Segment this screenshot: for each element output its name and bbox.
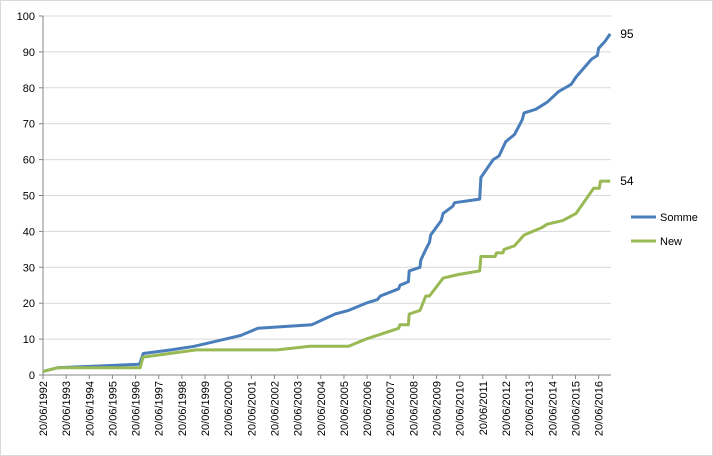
y-tick-label: 70 xyxy=(23,119,35,131)
x-tick-label: 20/06/2007 xyxy=(385,381,397,436)
legend-label-somme: Somme xyxy=(660,212,698,224)
series-end-labels: 95 54 xyxy=(620,27,634,188)
y-tick-label: 40 xyxy=(23,226,35,238)
x-tick-label: 20/06/2016 xyxy=(594,381,606,436)
x-tick-label: 20/06/2010 xyxy=(455,381,467,436)
y-tick-label: 60 xyxy=(23,155,35,167)
x-tick-label: 20/06/1996 xyxy=(131,381,143,436)
x-tick-label: 20/06/1994 xyxy=(84,381,96,436)
y-tick-label: 50 xyxy=(23,191,35,203)
x-tick-label: 20/06/2015 xyxy=(570,381,582,436)
x-tick-label: 20/06/1992 xyxy=(38,381,50,436)
x-tick-label: 20/06/1993 xyxy=(61,381,73,436)
x-tick-label: 20/06/1999 xyxy=(200,381,212,436)
x-tick-label: 20/06/2012 xyxy=(501,381,513,436)
x-tick-label: 20/06/2000 xyxy=(223,381,235,436)
x-tick-label: 20/06/2003 xyxy=(293,381,305,436)
x-tick-label: 20/06/2013 xyxy=(524,381,536,436)
x-tick-label: 20/06/2006 xyxy=(362,381,374,436)
x-tick-label: 20/06/2004 xyxy=(316,381,328,436)
x-axis-tick-labels: 20/06/1992 20/06/1993 20/06/1994 20/06/1995… xyxy=(38,381,606,436)
y-tick-label: 0 xyxy=(29,370,35,382)
x-tick-label: 20/06/2009 xyxy=(432,381,444,436)
x-tick-label: 20/06/1995 xyxy=(107,381,119,436)
y-tick-label: 90 xyxy=(23,47,35,59)
end-label-new: 54 xyxy=(620,174,634,188)
series-lines xyxy=(42,33,612,373)
y-axis-tick-labels: 0 10 20 30 40 50 60 70 80 90 100 xyxy=(17,11,35,382)
y-tick-label: 30 xyxy=(23,262,35,274)
x-tick-label: 20/06/2014 xyxy=(547,381,559,436)
gridlines xyxy=(43,15,611,340)
y-tick-label: 10 xyxy=(23,334,35,346)
y-tick-label: 100 xyxy=(17,11,35,23)
x-tick-label: 20/06/2002 xyxy=(269,381,281,436)
x-tick-label: 20/06/2001 xyxy=(246,381,258,436)
legend: Somme New xyxy=(631,212,698,248)
x-tick-label: 20/06/2011 xyxy=(478,381,490,435)
x-tick-label: 20/06/2005 xyxy=(339,381,351,436)
legend-label-new: New xyxy=(660,236,682,248)
x-tick-label: 20/06/1997 xyxy=(154,381,166,436)
end-label-somme: 95 xyxy=(620,27,634,41)
axes xyxy=(39,15,611,379)
x-tick-label: 20/06/1998 xyxy=(177,381,189,436)
y-tick-label: 80 xyxy=(23,83,35,95)
series-line-somme xyxy=(42,33,612,373)
series-line-new xyxy=(42,179,611,373)
x-tick-label: 20/06/2008 xyxy=(408,381,420,436)
y-tick-label: 20 xyxy=(23,298,35,310)
